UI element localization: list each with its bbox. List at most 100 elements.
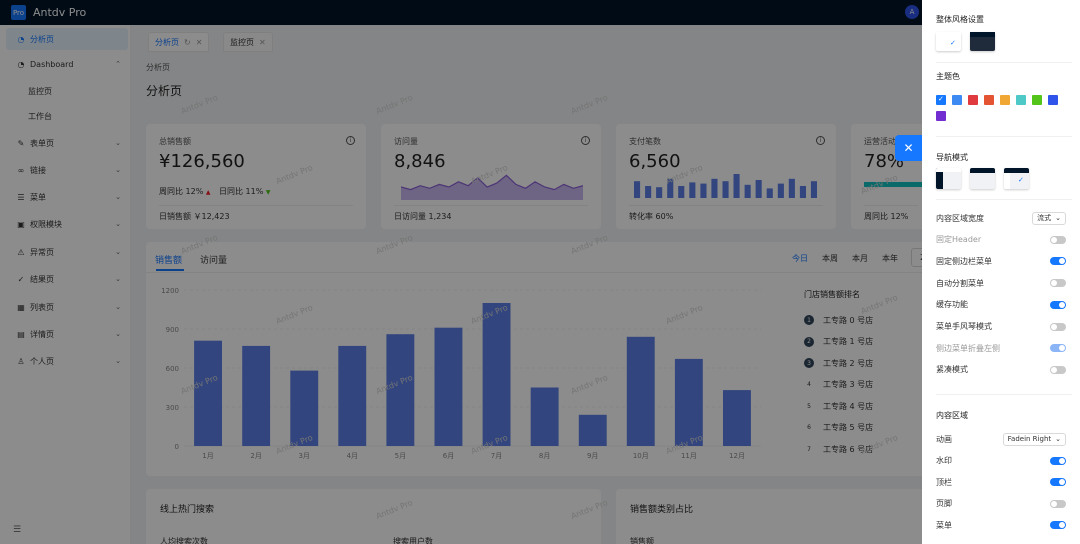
tab-analysis[interactable]: 分析页 ↻ ✕: [148, 32, 210, 52]
style-title: 整体风格设置: [936, 15, 984, 24]
setting-toggle[interactable]: [1050, 499, 1066, 508]
card-value: 6,560: [629, 151, 681, 172]
sidebar-item-account[interactable]: ♙ 个人页 ⌄: [6, 350, 128, 372]
setting-toggle[interactable]: [1050, 456, 1066, 465]
card-label: 访问量: [394, 137, 418, 146]
sidebar-item-form[interactable]: ✎ 表单页 ⌄: [6, 132, 128, 154]
sales-bar[interactable]: [242, 345, 271, 446]
sales-bar[interactable]: [338, 345, 367, 446]
sales-bar[interactable]: [194, 340, 222, 446]
theme-color-swatch[interactable]: [952, 95, 962, 105]
info-icon[interactable]: i: [816, 136, 825, 145]
info-icon[interactable]: i: [346, 136, 355, 145]
menu-fold-icon[interactable]: ☰: [13, 525, 22, 535]
setting-toggle[interactable]: [1050, 257, 1066, 266]
card-footer: 周同比 12%: [864, 212, 909, 221]
chevron-down-icon: ⌄: [115, 193, 121, 201]
check-icon: ✓: [950, 39, 956, 47]
close-icon[interactable]: ✕: [259, 37, 266, 47]
setting-toggle[interactable]: [1050, 344, 1066, 353]
setting-select[interactable]: Fadein Right ⌄: [1002, 432, 1066, 446]
setting-toggle[interactable]: [1050, 478, 1066, 486]
sidebar-item-monitor[interactable]: 监控页: [6, 80, 128, 102]
sales-bar[interactable]: [530, 387, 559, 447]
payment-bar: [634, 181, 641, 198]
payments-bar-chart: [634, 174, 817, 198]
style-dark[interactable]: [970, 32, 995, 51]
sidebar-item-link[interactable]: ∞ 链接 ⌄: [6, 159, 128, 181]
sales-bar[interactable]: [674, 358, 703, 446]
setting-toggle[interactable]: [1050, 300, 1066, 309]
sales-bar[interactable]: [626, 336, 655, 446]
drawer-mask[interactable]: [0, 0, 922, 544]
nav-mix[interactable]: ✓: [1004, 168, 1029, 189]
tab-visits[interactable]: 访问量: [200, 256, 228, 266]
visits-area-chart: [401, 174, 583, 200]
nav-side[interactable]: [936, 168, 961, 189]
close-icon[interactable]: ✕: [895, 135, 922, 161]
tab-sales[interactable]: 销售额: [155, 256, 183, 266]
period-month[interactable]: 本月: [852, 254, 868, 263]
breadcrumb[interactable]: 分析页: [146, 63, 170, 72]
sidebar-item-result[interactable]: ✓ 结果页 ⌄: [6, 268, 128, 290]
sidebar-item-dashboard[interactable]: ◔ Dashboard ⌃: [6, 53, 128, 75]
sidebar-item-label: 权限模块: [30, 219, 62, 229]
tab-monitor[interactable]: 监控页 ✕: [223, 32, 273, 52]
sidebar-item-access[interactable]: ▣ 权限模块 ⌄: [6, 213, 128, 235]
rank-number: 5: [807, 402, 811, 410]
store-name: 工专路 1 号店: [823, 337, 874, 346]
info-icon[interactable]: i: [581, 136, 590, 145]
sidebar-item-label: 工作台: [28, 111, 52, 121]
setting-label: 水印: [936, 456, 952, 465]
payment-bar: [788, 178, 795, 198]
sidebar-item-label: 分析页: [30, 34, 54, 44]
y-tick-label: 0: [175, 443, 179, 451]
sales-bar[interactable]: [723, 390, 751, 446]
sales-bar[interactable]: [482, 303, 511, 446]
theme-color-swatch[interactable]: [936, 111, 946, 121]
theme-color-swatch[interactable]: ✓: [936, 95, 946, 105]
close-icon[interactable]: ✕: [195, 37, 203, 47]
sales-bar[interactable]: [386, 334, 415, 446]
nav-top[interactable]: [970, 168, 995, 189]
payment-bar: [645, 186, 652, 198]
setting-toggle[interactable]: [1050, 235, 1066, 244]
sidebar-item-workplace[interactable]: 工作台: [6, 105, 128, 127]
setting-toggle[interactable]: [1050, 521, 1066, 529]
theme-color-swatch[interactable]: [1000, 95, 1010, 105]
setting-toggle[interactable]: [1050, 279, 1066, 288]
theme-color-swatch[interactable]: [1032, 95, 1042, 105]
period-today[interactable]: 今日: [792, 254, 808, 263]
sidebar-item-list[interactable]: ▦ 列表页 ⌄: [6, 296, 128, 318]
card-label: 支付笔数: [629, 137, 661, 146]
setting-row: 顶栏: [936, 475, 1066, 489]
chevron-down-icon: ⌄: [115, 275, 121, 283]
sidebar-item-profile[interactable]: ▤ 详情页 ⌄: [6, 323, 128, 345]
sales-bar[interactable]: [290, 370, 319, 446]
setting-row: 菜单手风琴模式: [936, 320, 1066, 334]
setting-toggle[interactable]: [1050, 365, 1066, 374]
theme-color-swatch[interactable]: [968, 95, 978, 105]
setting-select[interactable]: 流式 ⌄: [1032, 211, 1066, 225]
period-week[interactable]: 本周: [822, 254, 838, 263]
chevron-down-icon: ⌄: [115, 139, 121, 147]
reload-icon[interactable]: ↻: [184, 37, 191, 47]
theme-color-swatch[interactable]: [1048, 95, 1058, 105]
sidebar-item-exception[interactable]: ⚠ 异常页 ⌄: [6, 241, 128, 263]
divider: [394, 205, 588, 206]
sales-bar[interactable]: [434, 327, 463, 446]
sidebar-item-menu[interactable]: ☰ 菜单 ⌄: [6, 186, 128, 208]
sidebar-item-analysis[interactable]: ◔ 分析页: [6, 28, 128, 50]
avatar[interactable]: A: [905, 5, 919, 19]
setting-toggle[interactable]: [1050, 322, 1066, 331]
setting-label: 缓存功能: [936, 300, 968, 310]
store-name: 工专路 6 号店: [823, 444, 874, 454]
caret-up-icon: ▲: [205, 189, 211, 196]
sales-bar[interactable]: [578, 414, 607, 446]
style-light[interactable]: ✓: [936, 32, 961, 51]
card-footer: 日销售额 ￥12,423: [159, 212, 230, 221]
theme-color-swatch[interactable]: [984, 95, 994, 105]
theme-color-swatch[interactable]: [1016, 95, 1026, 105]
period-year[interactable]: 本年: [882, 254, 898, 263]
sidebar-item-label: 异常页: [30, 247, 54, 257]
